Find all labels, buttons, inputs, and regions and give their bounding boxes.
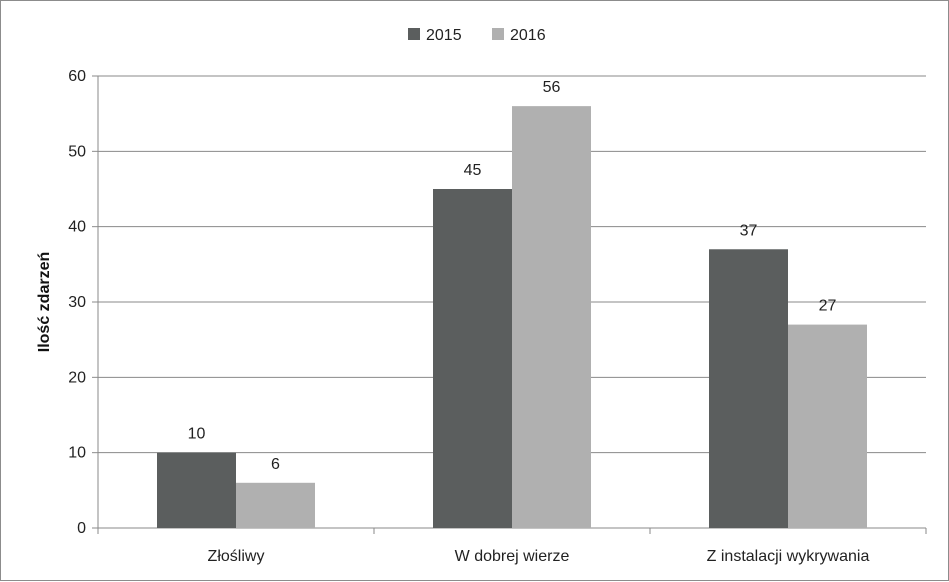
x-category-label: Złośliwy <box>208 548 265 565</box>
x-category-label: W dobrej wierze <box>455 548 570 565</box>
y-tick-label: 40 <box>68 219 86 236</box>
legend: 2015 2016 <box>408 27 546 44</box>
y-tick-label: 0 <box>77 520 86 537</box>
bar-2015-0 <box>157 452 236 528</box>
data-label: 10 <box>188 426 206 443</box>
legend-swatch <box>492 28 504 40</box>
legend-label: 2016 <box>510 27 546 44</box>
x-category-label: Z instalacji wykrywania <box>707 548 870 565</box>
y-axis-title: Ilość zdarzeń <box>36 252 53 352</box>
bars <box>157 106 867 528</box>
data-label: 6 <box>271 456 280 473</box>
bar-2016-2 <box>788 324 867 528</box>
bar-2016-0 <box>236 482 315 528</box>
bar-2016-1 <box>512 106 591 528</box>
data-label: 27 <box>819 298 837 315</box>
legend-label: 2015 <box>426 27 462 44</box>
y-tick-label: 30 <box>68 294 86 311</box>
legend-swatch <box>408 28 420 40</box>
bar-2015-2 <box>709 249 788 528</box>
data-label: 56 <box>543 79 561 96</box>
bar-2015-1 <box>433 189 512 528</box>
data-labels: 10 6 45 56 37 27 <box>188 79 837 473</box>
y-tick-label: 60 <box>68 68 86 85</box>
y-tick-label: 50 <box>68 143 86 160</box>
y-tick-label: 10 <box>68 445 86 462</box>
data-label: 45 <box>464 162 482 179</box>
y-tick-label: 20 <box>68 369 86 386</box>
data-label: 37 <box>740 222 758 239</box>
